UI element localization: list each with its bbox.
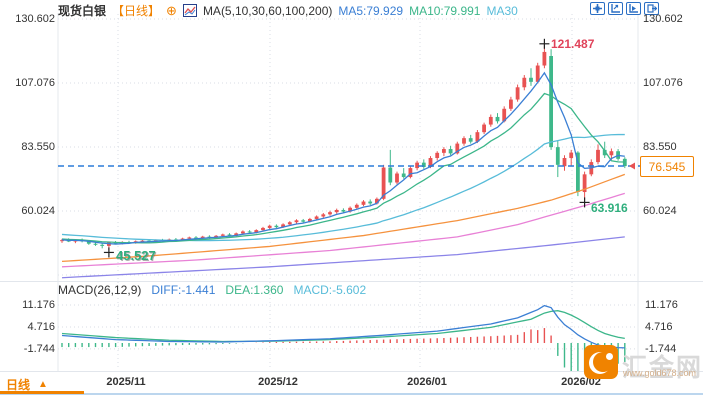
axis-separator <box>0 371 703 372</box>
price-label-83-r: 83.550 <box>643 141 677 153</box>
ma5-value: MA5:79.929 <box>338 3 404 18</box>
ma10-value: MA10:79.991 <box>409 3 481 18</box>
annotation-high: 121.487 <box>551 37 595 51</box>
price-label-83: 83.550 <box>21 141 55 153</box>
chart-header: 现货白银 【日线】 ⊕ MA(5,10,30,60,100,200) MA5:7… <box>58 2 518 19</box>
symbol-name: 现货白银 <box>58 4 107 18</box>
site-logo-icon <box>584 345 618 379</box>
macd-label-11-r: 11.176 <box>645 299 678 311</box>
current-price-badge: 76.545 <box>640 156 694 177</box>
macd-header: MACD(26,12,9) DIFF:-1.441 DEA:1.360 MACD… <box>58 283 366 297</box>
export-icon[interactable] <box>644 2 659 15</box>
ma30-value: MA30 <box>486 3 518 18</box>
x-label-jan: 2026/01 <box>407 376 447 388</box>
macd-label-neg: -1.744 <box>23 343 55 355</box>
price-label-107-r: 107.076 <box>643 77 683 89</box>
price-label-130: 130.602 <box>15 13 55 25</box>
price-label-60-r: 60.024 <box>643 205 677 217</box>
macd-title: MACD(26,12,9) <box>58 283 142 297</box>
macd-dea-value: DEA:1.360 <box>225 283 284 297</box>
tab-daily[interactable]: 日线 ▲ <box>6 376 48 393</box>
triangle-up-icon: ▲ <box>38 379 48 390</box>
macd-macd-value: MACD:-5.602 <box>293 283 367 297</box>
macd-label-neg-r: -1.744 <box>645 343 677 355</box>
watermark-site-name: 汇金网 <box>622 354 703 382</box>
zoom-axis-icon[interactable] <box>608 2 623 15</box>
macd-label-11: 11.176 <box>22 299 55 311</box>
chart-toolbar <box>590 2 659 15</box>
macd-label-4: 4.716 <box>27 321 55 333</box>
pane-separator <box>0 281 703 282</box>
x-label-feb: 2026/02 <box>561 376 601 388</box>
tab-daily-label: 日线 <box>6 378 31 392</box>
bottom-border <box>0 393 703 395</box>
crosshair-icon[interactable] <box>590 2 605 15</box>
x-label-nov: 2025/11 <box>106 376 146 388</box>
play-axis-icon[interactable] <box>626 2 641 15</box>
price-label-60: 60.024 <box>21 205 55 217</box>
annotation-early-low: 45.527 <box>116 248 156 263</box>
annotation-low: 63.916 <box>591 201 628 215</box>
price-label-130-r: 130.602 <box>643 13 683 25</box>
price-label-107: 107.076 <box>15 77 55 89</box>
circle-plus-icon[interactable]: ⊕ <box>166 2 177 18</box>
macd-diff-value: DIFF:-1.441 <box>151 283 216 297</box>
macd-label-4-r: 4.716 <box>645 321 673 333</box>
period-tag: 【日线】 <box>112 4 161 18</box>
tab-active-underline <box>0 391 84 394</box>
ma-params-label: MA(5,10,30,60,100,200) <box>202 3 333 18</box>
x-label-dec: 2025/12 <box>258 376 298 388</box>
watermark-url: www.gold678.com <box>623 368 697 378</box>
kline-style-icon[interactable] <box>182 4 197 17</box>
